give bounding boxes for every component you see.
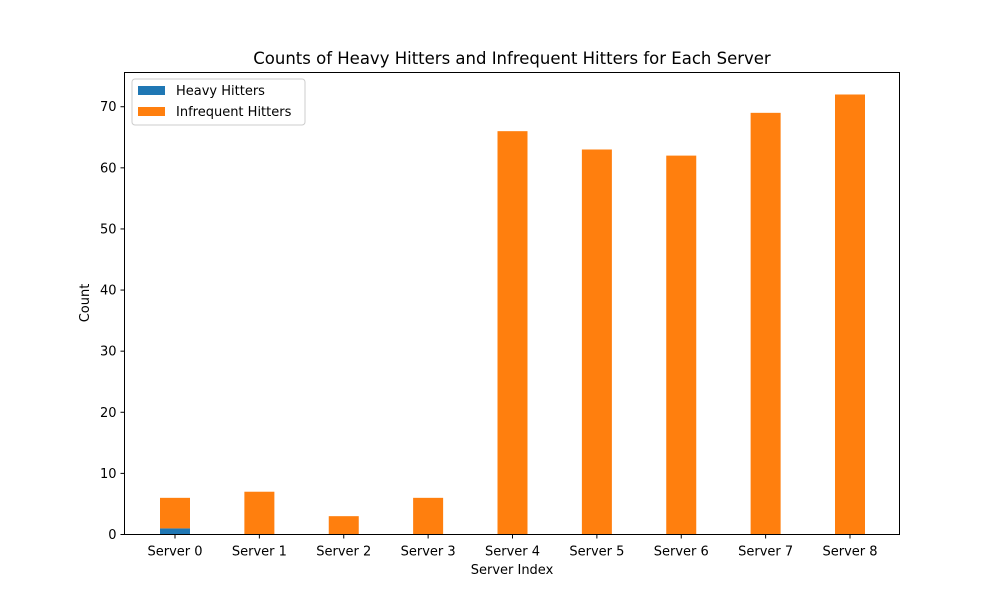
bar-infrequent-hitters-6	[666, 155, 697, 535]
y-tick-label-70: 70	[100, 100, 117, 115]
bar-heavy-hitters-0	[160, 528, 190, 535]
legend-label-infrequent-hitters: Infrequent Hitters	[176, 105, 292, 120]
plot-frame	[124, 72, 900, 535]
y-tick-label-40: 40	[100, 284, 117, 299]
y-tick-label-30: 30	[100, 345, 117, 360]
y-tick-label-60: 60	[100, 161, 117, 176]
bar-infrequent-hitters-4	[497, 131, 528, 535]
bar-infrequent-hitters-8	[835, 94, 865, 535]
bars-layer	[160, 94, 865, 535]
x-axis-label: Server Index	[471, 563, 554, 578]
legend-label-heavy-hitters: Heavy Hitters	[176, 84, 265, 99]
legend-frame	[131, 78, 306, 126]
y-tick-label-0: 0	[108, 528, 116, 543]
x-axis: Server 0 Server 1 Server 2 Server 3 Server 4…	[147, 534, 878, 560]
bar-infrequent-hitters-7	[750, 112, 781, 535]
y-tick-label-10: 10	[100, 467, 117, 482]
bar-infrequent-hitters-3	[413, 497, 444, 535]
legend-swatch-heavy-hitters	[138, 86, 165, 95]
x-tick-label-6: Server 6	[654, 545, 709, 560]
bar-infrequent-hitters-1	[244, 491, 275, 535]
x-tick-label-7: Server 7	[738, 545, 793, 560]
bar-infrequent-hitters-0	[160, 497, 190, 529]
legend-swatch-infrequent-hitters	[138, 107, 165, 116]
x-tick-label-3: Server 3	[401, 545, 456, 560]
y-tick-label-50: 50	[100, 222, 117, 237]
bar-infrequent-hitters-5	[581, 149, 612, 535]
x-tick-label-8: Server 8	[822, 545, 877, 560]
legend: Heavy Hitters Infrequent Hitters	[131, 78, 306, 126]
y-tick-label-20: 20	[100, 406, 117, 421]
x-tick-label-2: Server 2	[316, 545, 371, 560]
x-tick-label-0: Server 0	[147, 545, 202, 560]
x-tick-label-1: Server 1	[232, 545, 287, 560]
x-tick-label-5: Server 5	[569, 545, 624, 560]
bar-infrequent-hitters-2	[328, 516, 359, 535]
x-tick-label-4: Server 4	[485, 545, 540, 560]
chart-title: Counts of Heavy Hitters and Infrequent H…	[253, 49, 771, 68]
y-axis: 0 10 20 30 40 50 60 70	[100, 100, 125, 543]
y-axis-label: Count	[78, 284, 93, 323]
